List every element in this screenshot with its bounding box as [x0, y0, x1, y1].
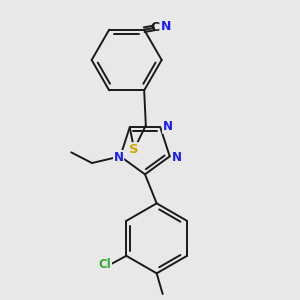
Text: N: N — [160, 20, 171, 33]
Text: N: N — [163, 120, 172, 133]
Text: C: C — [150, 21, 159, 34]
Text: S: S — [129, 143, 139, 156]
Text: N: N — [114, 151, 124, 164]
Text: N: N — [172, 151, 182, 164]
Text: Cl: Cl — [99, 258, 111, 271]
